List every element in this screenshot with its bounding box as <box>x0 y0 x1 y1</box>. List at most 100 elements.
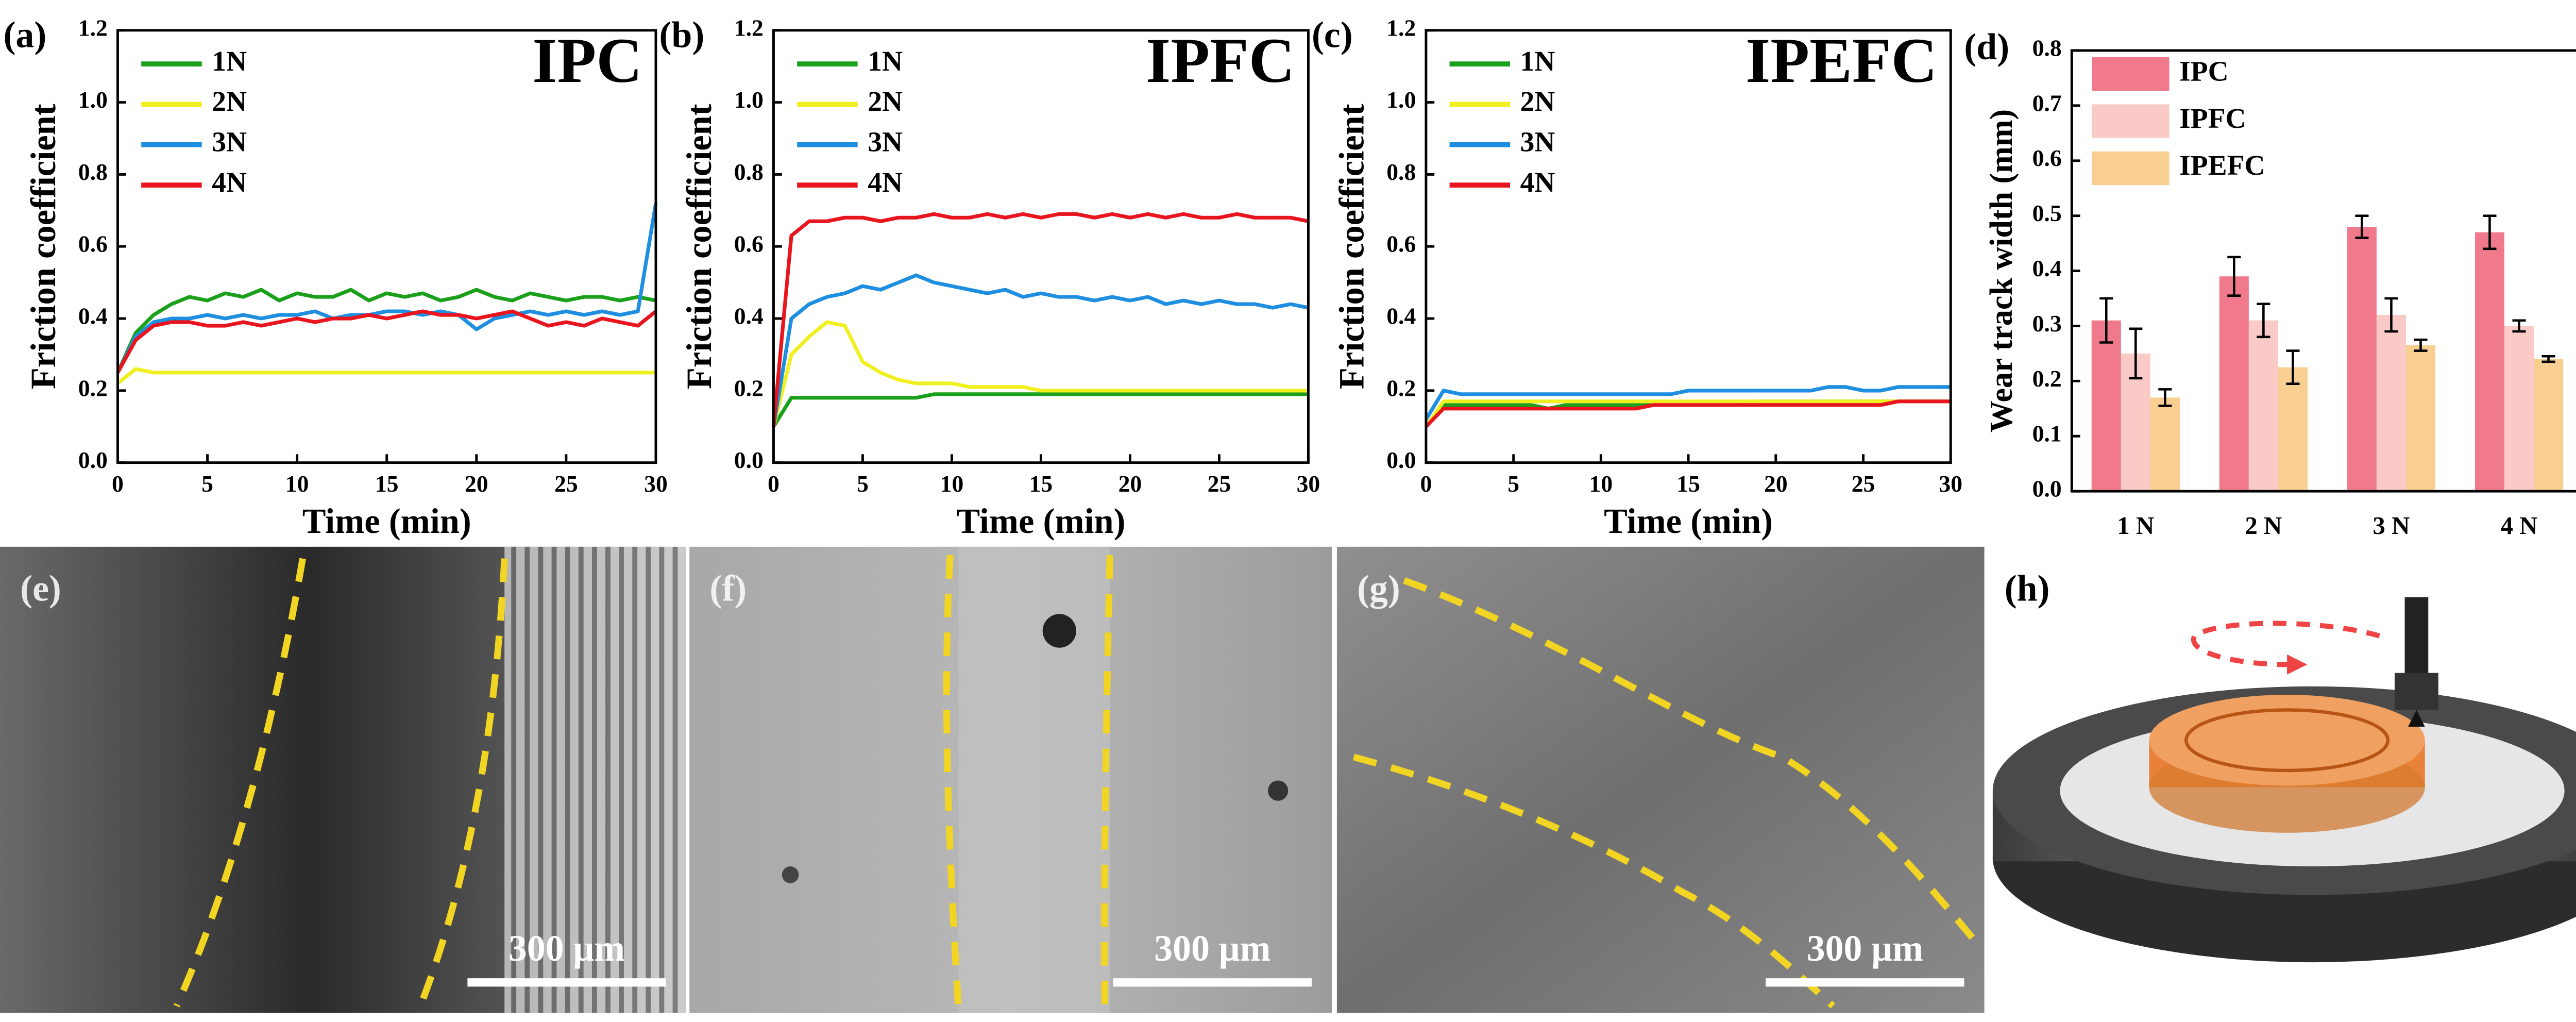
x-axis-label: Time (min) <box>302 501 471 541</box>
bar <box>2219 276 2249 492</box>
y-axis-label: Friction coefficient <box>680 104 719 389</box>
x-tick-label: 10 <box>1589 471 1613 497</box>
x-tick-label: 0 <box>768 471 779 497</box>
series-line <box>772 392 1309 428</box>
x-tick-label: 20 <box>465 471 488 497</box>
y-tick-label: 0.2 <box>734 375 764 401</box>
y-tick-label: 0.0 <box>1386 447 1416 473</box>
error-bar <box>2355 214 2369 239</box>
chart-title: IPC <box>532 25 642 96</box>
y-tick-label: 0.8 <box>2032 35 2062 61</box>
error-bar <box>2227 256 2241 297</box>
y-tick-label: 0.1 <box>2032 421 2062 447</box>
y-tick-label: 0.6 <box>734 231 764 257</box>
y-tick-label: 0.4 <box>78 303 108 329</box>
error-bar <box>2414 338 2428 352</box>
x-tick-label: 15 <box>1676 471 1700 497</box>
x-tick-label: 4 N <box>2500 511 2537 540</box>
bar <box>2504 326 2534 492</box>
x-tick-label: 30 <box>1939 471 1962 497</box>
series-line <box>771 212 1309 427</box>
error-bar <box>2129 327 2143 380</box>
x-tick-label: 25 <box>554 471 578 497</box>
series-line <box>1425 399 1951 428</box>
x-tick-label: 30 <box>1297 471 1320 497</box>
legend-label: 4N <box>1520 167 1555 198</box>
x-axis-label: Time (min) <box>956 501 1125 541</box>
x-tick-label: 0 <box>1420 471 1432 497</box>
scale-bar-label: 300 μm <box>1154 928 1270 969</box>
series-line <box>116 367 656 385</box>
y-tick-label: 0.4 <box>734 303 764 329</box>
y-tick-label: 1.0 <box>734 87 764 113</box>
error-bar <box>2384 297 2398 333</box>
legend-label: 3N <box>868 126 903 158</box>
series-line <box>116 203 658 374</box>
legend-swatch <box>2092 104 2170 138</box>
x-tick-label: 25 <box>1208 471 1231 497</box>
y-tick-label: 0.6 <box>1386 231 1416 257</box>
tribometer-diagram <box>1992 597 2576 963</box>
x-tick-label: 3 N <box>2372 511 2410 540</box>
x-tick-label: 5 <box>857 471 869 497</box>
panel-label: (f) <box>709 567 747 609</box>
y-tick-label: 0.8 <box>734 159 764 185</box>
bar <box>2347 227 2377 492</box>
legend-label: 3N <box>1520 126 1555 158</box>
legend-label: 1N <box>868 46 903 77</box>
x-tick-label: 10 <box>285 471 309 497</box>
x-tick-label: 2 N <box>2245 511 2282 540</box>
y-tick-label: 0.4 <box>2032 255 2062 281</box>
panel-label: (c) <box>1312 14 1353 56</box>
error-bar <box>2158 388 2172 407</box>
panel-label: (d) <box>1964 26 2009 67</box>
legend-swatch <box>2092 151 2170 186</box>
panel-label: (g) <box>1357 567 1400 609</box>
series-line <box>1424 399 1951 428</box>
legend-label: IPFC <box>2179 103 2246 135</box>
y-axis-label: Wear track width (mm) <box>1984 109 2019 432</box>
error-bar <box>2512 319 2526 333</box>
x-tick-label: 30 <box>644 471 668 497</box>
error-bar <box>2099 297 2113 344</box>
y-tick-label: 1.2 <box>734 14 764 41</box>
x-tick-label: 20 <box>1764 471 1788 497</box>
legend-label: 3N <box>212 126 247 158</box>
chart-title: IPEFC <box>1745 25 1937 96</box>
bar <box>2475 232 2504 492</box>
sem-image-g <box>1336 546 1985 1013</box>
legend-label: 2N <box>212 86 247 118</box>
y-tick-label: 0.0 <box>78 447 108 473</box>
bar <box>2150 397 2180 492</box>
bar <box>2376 315 2406 492</box>
series-line <box>1424 385 1951 421</box>
panel-label: (e) <box>20 567 61 609</box>
legend-label: 4N <box>868 167 903 198</box>
x-tick-label: 10 <box>940 471 964 497</box>
y-tick-label: 0.0 <box>734 447 764 473</box>
scale-bar-label: 300 μm <box>1807 928 1923 969</box>
y-axis-label: Friction coefficient <box>24 104 63 389</box>
x-tick-label: 5 <box>1507 471 1519 497</box>
x-tick-label: 15 <box>1029 471 1053 497</box>
y-tick-label: 0.4 <box>1386 303 1416 329</box>
x-tick-label: 25 <box>1852 471 1875 497</box>
bar <box>2091 320 2121 492</box>
legend-label: 2N <box>1520 86 1555 118</box>
bar <box>2278 367 2308 492</box>
error-bar <box>2541 355 2555 363</box>
y-tick-label: 0.2 <box>1386 375 1416 401</box>
plot-frame <box>2070 49 2576 493</box>
panel-label: (b) <box>659 14 704 56</box>
y-tick-label: 0.3 <box>2032 310 2062 337</box>
legend-label: 1N <box>212 46 247 77</box>
y-tick-label: 0.5 <box>2032 200 2062 226</box>
y-tick-label: 1.0 <box>1386 87 1416 113</box>
y-tick-label: 0.8 <box>1386 159 1416 185</box>
series-line <box>771 320 1309 427</box>
y-tick-label: 1.2 <box>78 14 108 41</box>
plot-frame <box>772 29 1310 464</box>
x-tick-label: 5 <box>201 471 213 497</box>
